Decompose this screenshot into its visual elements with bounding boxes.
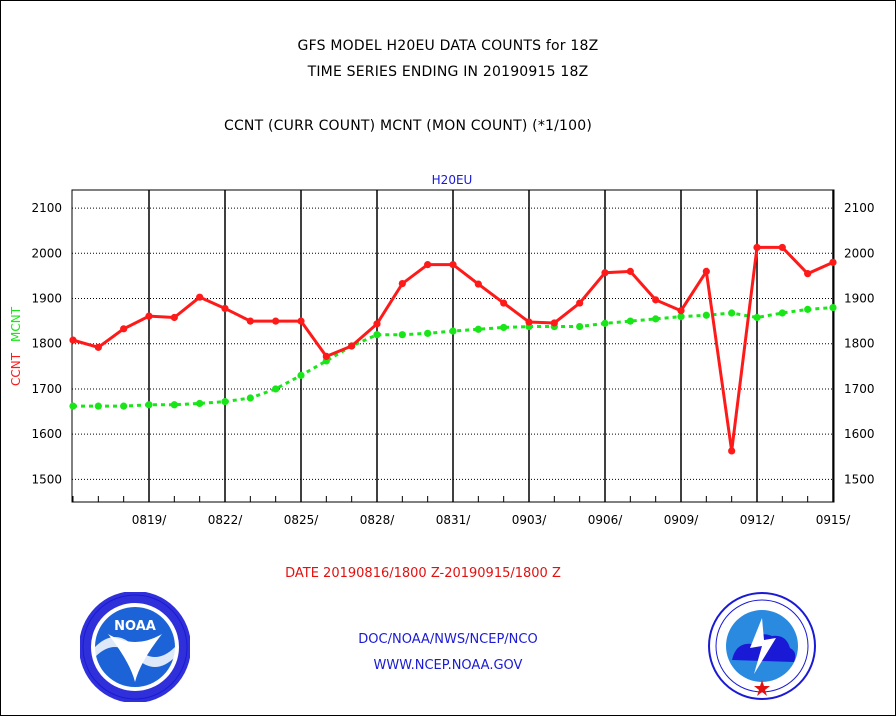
data-point-ccnt bbox=[601, 269, 609, 277]
data-point-ccnt bbox=[804, 270, 812, 278]
data-point-mcnt bbox=[246, 394, 254, 402]
data-point-mcnt bbox=[398, 331, 406, 339]
data-point-mcnt bbox=[804, 305, 812, 313]
data-point-ccnt bbox=[474, 280, 482, 288]
y-tick-label-right: 1500 bbox=[844, 472, 875, 486]
data-point-mcnt bbox=[170, 401, 178, 409]
data-point-mcnt bbox=[829, 303, 837, 312]
data-point-ccnt bbox=[69, 336, 77, 344]
data-point-ccnt bbox=[778, 243, 786, 252]
ylabel-mcnt: MCNT bbox=[9, 306, 23, 342]
data-point-mcnt bbox=[221, 398, 229, 406]
x-tick-label: 0831/ bbox=[436, 513, 472, 527]
data-point-mcnt bbox=[702, 311, 710, 319]
data-point-mcnt bbox=[626, 317, 634, 325]
x-tick-label: 0903/ bbox=[512, 513, 548, 527]
grid-layer bbox=[72, 190, 834, 502]
y-tick-label-right: 2100 bbox=[844, 201, 875, 215]
date-range-label: DATE 20190816/1800 Z-20190915/1800 Z bbox=[285, 566, 561, 581]
data-point-mcnt bbox=[474, 325, 482, 333]
data-point-ccnt bbox=[424, 261, 432, 269]
data-point-ccnt bbox=[348, 342, 356, 350]
y-tick-label-right: 1600 bbox=[844, 427, 875, 441]
data-point-mcnt bbox=[145, 401, 153, 409]
data-point-mcnt bbox=[297, 371, 305, 379]
data-point-ccnt bbox=[398, 280, 406, 288]
data-point-ccnt bbox=[550, 319, 558, 327]
y-tick-label-right: 2000 bbox=[844, 246, 875, 260]
y-tick-label-left: 2000 bbox=[31, 246, 62, 260]
org-link[interactable]: DOC/NOAA/NWS/NCEP/NCO bbox=[358, 632, 538, 647]
y-tick-label-right: 1700 bbox=[844, 382, 875, 396]
y-tick-label-left: 2100 bbox=[31, 201, 62, 215]
data-point-mcnt bbox=[500, 323, 508, 332]
data-point-ccnt bbox=[652, 296, 660, 304]
x-tick-label: 0912/ bbox=[740, 513, 776, 527]
data-point-mcnt bbox=[120, 402, 128, 410]
data-point-ccnt bbox=[373, 320, 381, 328]
y-tick-label-right: 1800 bbox=[844, 337, 875, 351]
data-point-mcnt bbox=[677, 313, 685, 321]
x-tick-label: 0915/ bbox=[816, 513, 852, 527]
data-point-ccnt bbox=[272, 317, 280, 325]
data-point-ccnt bbox=[120, 325, 128, 333]
data-point-mcnt bbox=[449, 327, 457, 335]
data-point-ccnt bbox=[94, 343, 102, 351]
x-tick-label: 0822/ bbox=[208, 513, 244, 527]
x-tick-label: 0909/ bbox=[664, 513, 700, 527]
x-tick-label: 0906/ bbox=[588, 513, 624, 527]
data-point-mcnt bbox=[196, 399, 204, 408]
data-point-mcnt bbox=[652, 315, 660, 323]
data-point-ccnt bbox=[449, 261, 457, 269]
svg-text:NOAA: NOAA bbox=[114, 619, 156, 634]
data-point-ccnt bbox=[753, 243, 761, 252]
header-line-1: GFS MODEL H20EU DATA COUNTS for 18Z bbox=[297, 38, 599, 54]
data-point-ccnt bbox=[221, 304, 229, 313]
data-point-mcnt bbox=[94, 402, 102, 410]
y-tick-label-left: 1800 bbox=[31, 337, 62, 351]
data-point-mcnt bbox=[69, 402, 77, 410]
data-point-ccnt bbox=[677, 307, 685, 315]
data-point-ccnt bbox=[322, 352, 330, 360]
nws-logo bbox=[708, 592, 816, 700]
data-point-ccnt bbox=[170, 313, 178, 322]
y-tick-label-right: 1900 bbox=[844, 292, 875, 306]
chart-title: H20EU bbox=[432, 173, 473, 187]
data-point-mcnt bbox=[753, 313, 761, 322]
data-point-ccnt bbox=[576, 299, 584, 307]
x-tick-label: 0819/ bbox=[132, 513, 168, 527]
data-point-ccnt bbox=[196, 293, 204, 301]
data-point-mcnt bbox=[778, 309, 786, 317]
data-point-mcnt bbox=[601, 319, 609, 327]
data-point-ccnt bbox=[525, 318, 533, 326]
data-point-mcnt bbox=[373, 331, 381, 339]
ylabel-ccnt: CCNT bbox=[9, 352, 23, 386]
data-point-ccnt bbox=[728, 447, 736, 455]
y-tick-label-left: 1500 bbox=[31, 472, 62, 486]
data-point-mcnt bbox=[272, 385, 280, 393]
data-point-mcnt bbox=[576, 322, 584, 331]
data-point-ccnt bbox=[829, 258, 837, 266]
data-point-ccnt bbox=[702, 267, 710, 275]
y-tick-label-left: 1700 bbox=[31, 382, 62, 396]
x-tick-label: 0828/ bbox=[360, 513, 396, 527]
header-line-3: CCNT (CURR COUNT) MCNT (MON COUNT) (*1/1… bbox=[223, 118, 593, 134]
y-tick-label-left: 1900 bbox=[31, 292, 62, 306]
noaa-logo: NOAA bbox=[80, 592, 190, 702]
header-line-2: TIME SERIES ENDING IN 20190915 18Z bbox=[307, 64, 589, 80]
axis-layer: 1500 1500 1600 1600 1700 1700 1800 1800 1900 1900… bbox=[31, 201, 874, 527]
data-point-ccnt bbox=[297, 317, 305, 325]
data-point-ccnt bbox=[626, 267, 634, 275]
website-link[interactable]: WWW.NCEP.NOAA.GOV bbox=[373, 658, 523, 673]
y-tick-label-left: 1600 bbox=[31, 427, 62, 441]
data-point-ccnt bbox=[246, 317, 254, 325]
data-point-mcnt bbox=[728, 309, 736, 317]
data-point-mcnt bbox=[424, 329, 432, 337]
data-point-ccnt bbox=[500, 299, 508, 307]
y-axis-label: CCNT MCNT bbox=[9, 306, 23, 386]
series-layer bbox=[69, 243, 837, 455]
x-tick-label: 0825/ bbox=[284, 513, 320, 527]
data-point-ccnt bbox=[145, 312, 153, 320]
